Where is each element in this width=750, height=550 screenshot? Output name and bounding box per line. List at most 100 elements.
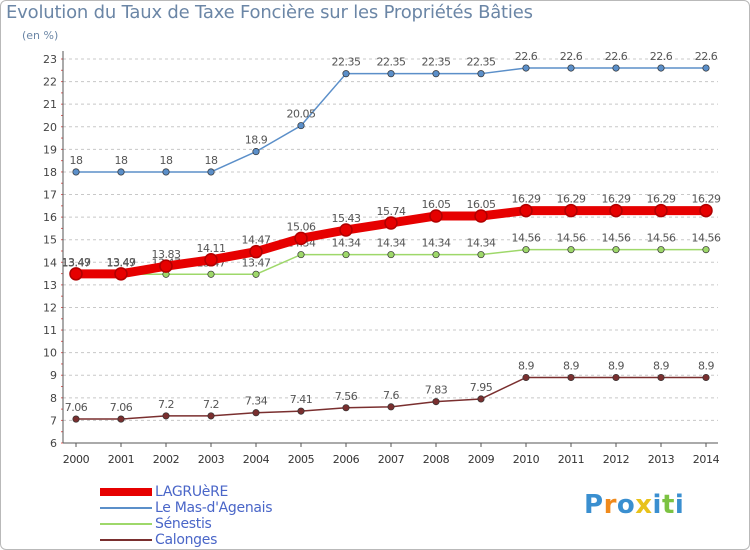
data-label-lagru-re: 16.29 (647, 193, 676, 206)
data-point-le-mas-d-agenais (567, 64, 575, 72)
x-tick-label: 2010 (513, 453, 540, 466)
data-point-s-nestis (207, 270, 215, 278)
data-point-lagru-re (294, 231, 308, 246)
data-point-lagru-re (249, 244, 263, 259)
data-point-calonges (297, 407, 305, 415)
data-point-calonges (612, 373, 620, 382)
y-tick-label: 7 (50, 414, 57, 427)
data-label-calonges: 7.06 (110, 401, 133, 414)
data-label-calonges: 7.83 (425, 384, 448, 397)
legend-item-lagru-re: LAGRUèRE (100, 484, 272, 500)
legend-swatch (100, 488, 152, 496)
data-label-le-mas-d-agenais: 22.6 (560, 50, 583, 63)
data-point-le-mas-d-agenais (432, 70, 440, 78)
x-tick-label: 2001 (108, 453, 134, 466)
y-axis-unit-label: (en %) (22, 29, 59, 42)
data-label-le-mas-d-agenais: 22.6 (650, 50, 673, 63)
chart-title: Evolution du Taux de Taxe Foncière sur l… (6, 2, 533, 23)
x-tick-label: 2014 (693, 453, 720, 466)
y-tick-label: 14 (43, 256, 57, 269)
x-tick-label: 2013 (648, 453, 675, 466)
legend-item-s-nestis: Sénestis (100, 516, 272, 532)
data-point-lagru-re (69, 267, 83, 281)
data-point-calonges (342, 404, 350, 412)
x-tick-label: 2012 (603, 453, 629, 466)
data-label-le-mas-d-agenais: 18.9 (245, 134, 268, 147)
data-label-lagru-re: 14.47 (242, 234, 271, 247)
legend-label: Sénestis (155, 516, 212, 532)
data-label-calonges: 7.34 (245, 395, 268, 408)
data-label-calonges: 7.56 (335, 390, 358, 403)
data-point-s-nestis (702, 246, 710, 254)
data-point-calonges (387, 403, 395, 411)
y-tick-label: 13 (43, 279, 57, 292)
y-tick-label: 15 (43, 234, 57, 247)
y-tick-label: 8 (50, 392, 57, 405)
data-point-s-nestis (252, 270, 260, 278)
y-tick-label: 20 (43, 121, 57, 134)
data-label-s-nestis: 14.34 (467, 237, 496, 250)
data-label-s-nestis: 14.56 (692, 232, 721, 245)
x-tick-label: 2006 (333, 453, 360, 466)
data-label-le-mas-d-agenais: 20.05 (287, 108, 316, 121)
data-label-le-mas-d-agenais: 22.6 (515, 50, 538, 63)
data-point-lagru-re (564, 203, 578, 218)
data-point-calonges (162, 412, 170, 420)
x-tick-label: 2004 (243, 453, 270, 466)
data-label-lagru-re: 16.05 (422, 198, 451, 211)
data-point-calonges (252, 409, 260, 417)
data-point-calonges (477, 395, 485, 403)
data-label-calonges: 7.41 (290, 393, 313, 406)
data-point-calonges (522, 373, 530, 382)
data-label-lagru-re: 16.29 (512, 193, 541, 206)
data-label-lagru-re: 15.43 (332, 212, 361, 225)
data-point-lagru-re (384, 216, 398, 230)
y-tick-label: 16 (43, 211, 57, 224)
y-tick-label: 10 (43, 347, 57, 360)
data-point-le-mas-d-agenais (252, 148, 260, 156)
data-label-lagru-re: 16.29 (557, 193, 586, 206)
logo-letter: t (661, 490, 675, 520)
data-point-le-mas-d-agenais (297, 122, 305, 130)
data-point-le-mas-d-agenais (387, 70, 395, 78)
data-label-calonges: 8.9 (518, 359, 534, 372)
data-point-s-nestis (612, 246, 620, 254)
y-tick-label: 21 (43, 98, 57, 111)
data-point-le-mas-d-agenais (522, 64, 530, 72)
data-label-calonges: 8.9 (563, 359, 579, 372)
data-label-calonges: 7.2 (203, 398, 219, 411)
data-label-calonges: 7.2 (158, 398, 174, 411)
y-tick-label: 17 (43, 189, 57, 202)
data-label-le-mas-d-agenais: 22.6 (605, 50, 628, 63)
y-tick-label: 6 (50, 437, 57, 450)
data-point-calonges (702, 373, 710, 382)
data-point-le-mas-d-agenais (72, 168, 80, 176)
data-label-lagru-re: 15.74 (377, 205, 406, 218)
data-label-le-mas-d-agenais: 22.35 (467, 56, 496, 69)
data-label-lagru-re: 15.06 (287, 220, 316, 233)
data-label-s-nestis: 13.47 (107, 256, 136, 269)
data-label-lagru-re: 16.29 (602, 193, 631, 206)
x-tick-label: 2011 (558, 453, 584, 466)
data-label-calonges: 7.06 (65, 401, 88, 414)
data-label-calonges: 7.95 (470, 381, 493, 394)
legend-label: Le Mas-d'Agenais (155, 500, 273, 516)
data-point-s-nestis (297, 251, 305, 259)
data-label-lagru-re: 13.49 (107, 256, 136, 269)
data-label-s-nestis: 14.56 (602, 232, 631, 245)
data-label-le-mas-d-agenais: 18 (115, 154, 128, 167)
logo-letter: x (635, 490, 653, 520)
data-point-lagru-re (609, 203, 623, 218)
x-tick-label: 2003 (198, 453, 225, 466)
data-point-calonges (567, 373, 575, 382)
data-point-calonges (207, 412, 215, 420)
data-point-s-nestis (567, 246, 575, 254)
data-point-s-nestis (522, 246, 530, 254)
data-label-calonges: 8.9 (698, 359, 714, 372)
data-point-le-mas-d-agenais (342, 70, 350, 78)
legend-swatch (100, 523, 152, 525)
y-tick-label: 11 (43, 324, 57, 337)
data-label-le-mas-d-agenais: 22.6 (695, 50, 718, 63)
data-label-s-nestis: 14.56 (512, 232, 541, 245)
y-tick-label: 23 (43, 53, 57, 66)
